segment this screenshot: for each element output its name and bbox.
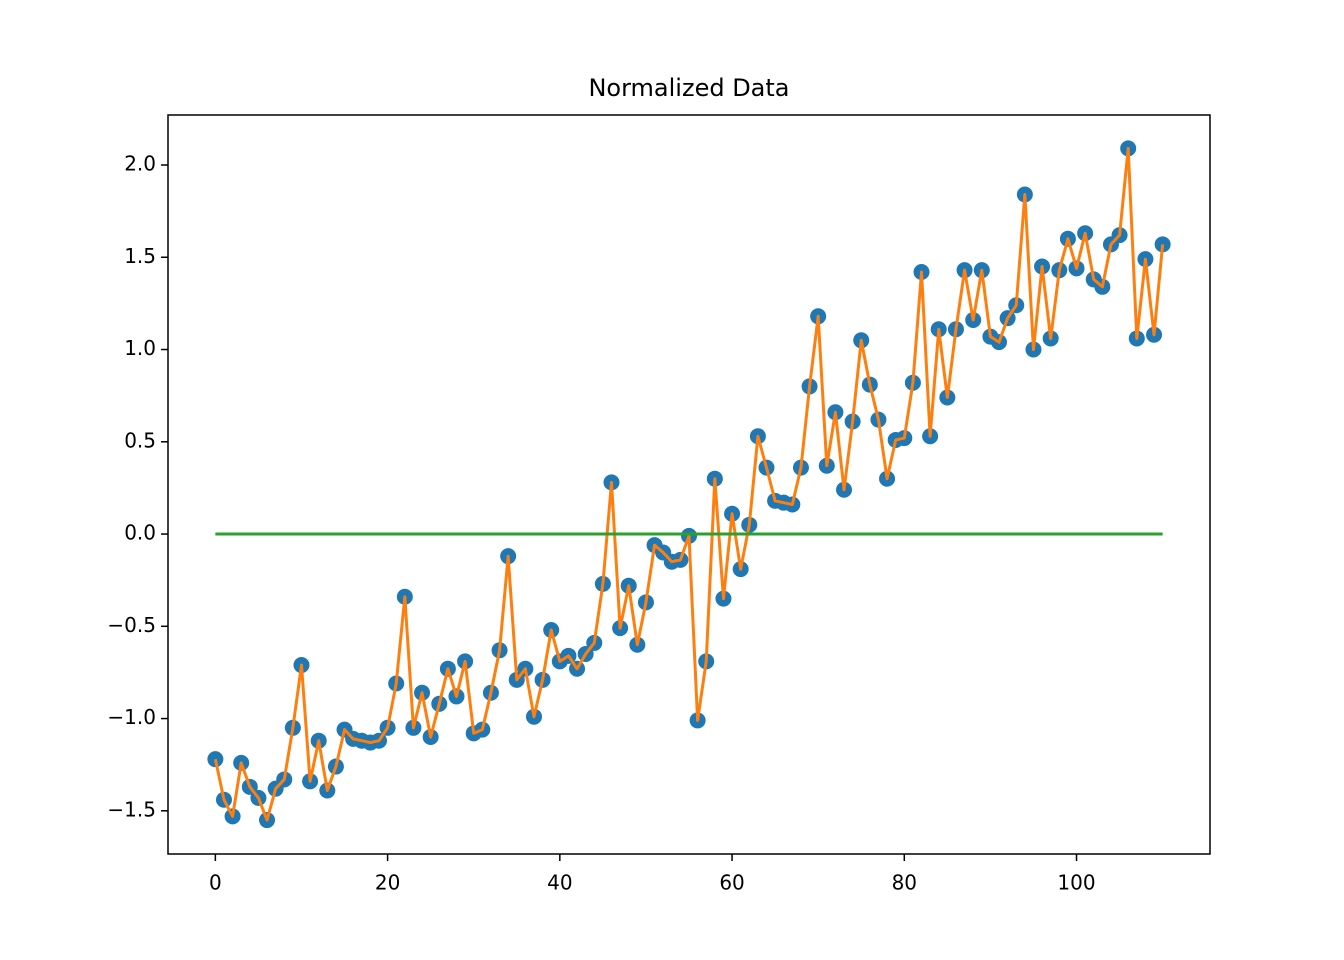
point <box>207 751 224 768</box>
point <box>1154 236 1171 253</box>
y-tick-label: −1.5 <box>107 797 156 821</box>
y-tick-label: 2.0 <box>124 152 156 176</box>
line <box>213 146 1165 822</box>
chart-title: Normalized Data <box>588 74 789 102</box>
plot-frame <box>167 114 1211 855</box>
x-tick-label: 100 <box>1057 871 1095 895</box>
x-tick-label: 0 <box>209 871 222 895</box>
y-tick-label: 0.0 <box>124 521 156 545</box>
y-tick-label: 1.0 <box>124 336 156 360</box>
x-tick-label: 60 <box>719 871 744 895</box>
y-tick-label: 1.5 <box>124 244 156 268</box>
x-tick-label: 40 <box>547 871 572 895</box>
y-tick-label: 0.5 <box>124 428 156 452</box>
y-tick-label: −1.0 <box>107 705 156 729</box>
y-tick-label: −0.5 <box>107 613 156 637</box>
x-tick-label: 20 <box>375 871 400 895</box>
x-tick-label: 80 <box>892 871 917 895</box>
